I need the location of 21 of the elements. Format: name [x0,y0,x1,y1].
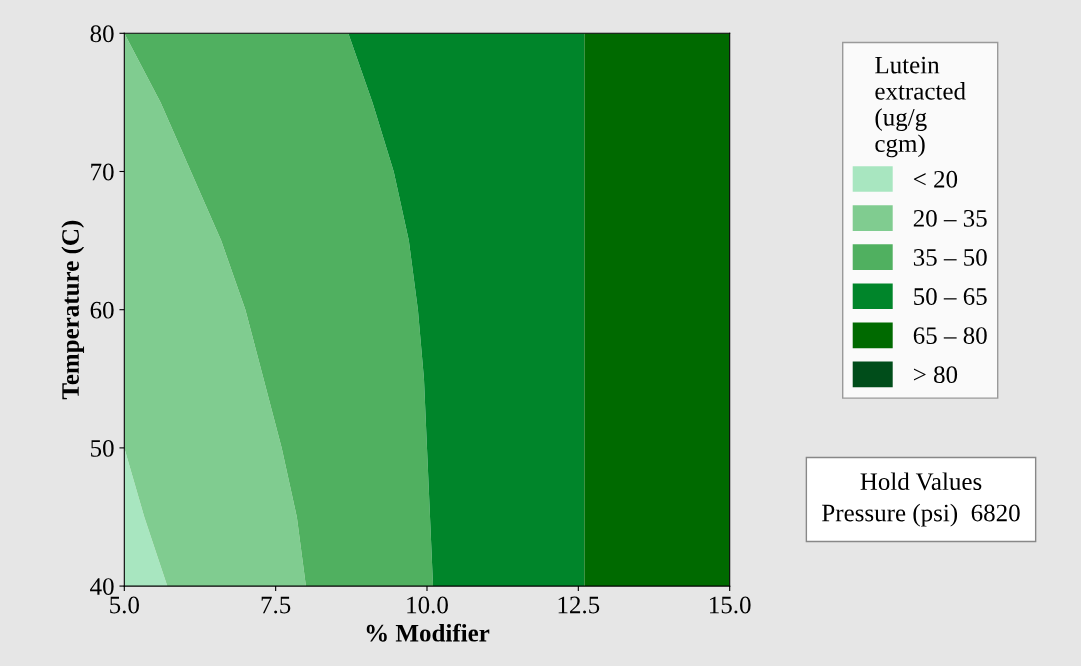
y-tick-label: 40 [90,578,114,595]
x-axis-title: % Modifier [366,623,490,642]
legend-title: Lutein extracted (ug/g cgm) [875,56,966,158]
y-tick-label: 70 [91,163,114,181]
text: Pressure (psi) 6820 [822,503,1020,527]
legend-label: > 80 [913,366,958,384]
x-tick-label: 7.5 [261,596,291,614]
legend-label: 35 – 50 [913,248,987,266]
y-axis-title: Temperature (C) [61,220,85,400]
x-tick-label: 12.5 [558,596,600,614]
text: Hold Values [860,472,982,491]
y-tick-label: 60 [90,301,114,319]
legend-label: 50 – 65 [914,288,987,305]
x-tick-label: 10.0 [407,596,448,614]
x-tick-label: 15.0 [710,596,751,614]
legend-label: 65 – 80 [913,327,987,344]
y-tick-label: 50 [91,439,114,457]
y-tick-label: 80 [90,25,114,43]
x-tick-label: 5.0 [110,596,139,614]
legend-label: 20 – 35 [913,209,987,227]
legend-label: < 20 [913,170,958,188]
